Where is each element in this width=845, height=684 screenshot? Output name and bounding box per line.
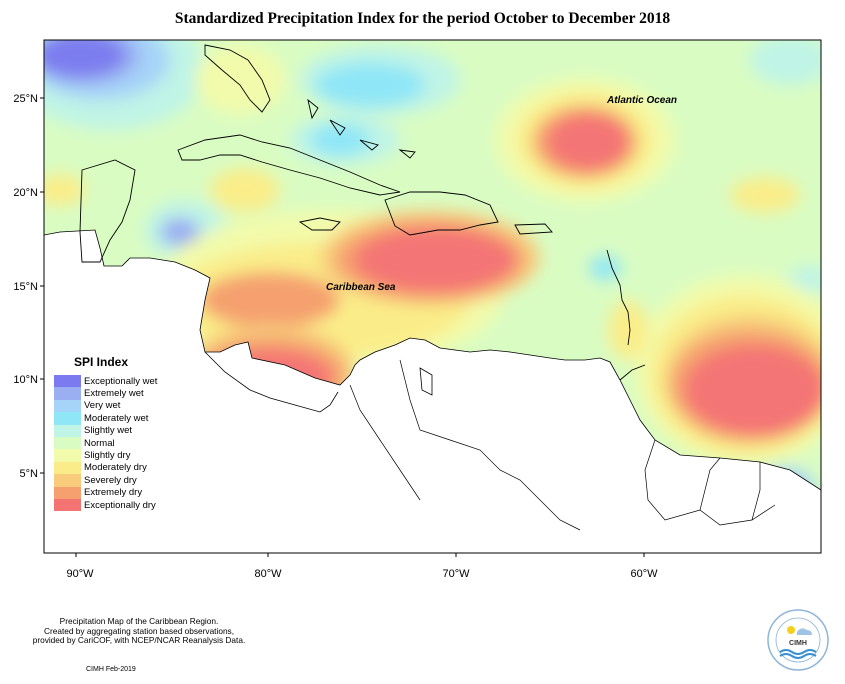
island-outlines	[79, 44, 646, 381]
legend-swatch	[54, 436, 81, 450]
legend-label: Severely dry	[84, 474, 137, 486]
lon-label-70w: 70°W	[442, 568, 470, 580]
credits-line: Created by aggregating station based obs…	[43, 625, 235, 636]
credits-line: provided by CariCOF, with NCEP/NCAR Rean…	[32, 635, 246, 646]
legend-swatch	[54, 412, 81, 425]
country-borders	[349, 359, 776, 531]
legend-item: Severely dry	[54, 474, 224, 487]
credits-date: CIMH Feb-2019	[86, 666, 136, 673]
legend-label: Very wet	[84, 400, 121, 412]
sun-icon	[787, 626, 795, 634]
legend-swatch	[54, 449, 81, 462]
legend-item: Extremely dry	[54, 486, 224, 499]
legend-label: Moderately wet	[84, 412, 149, 424]
legend-swatch	[54, 486, 81, 499]
lat-label-10n: 10°N	[13, 374, 38, 386]
legend-swatch	[54, 474, 81, 487]
credits-line: Precipitation Map of the Caribbean Regio…	[59, 616, 219, 626]
lat-label-5n: 5°N	[20, 468, 39, 480]
legend-swatch	[54, 461, 81, 475]
lon-label-80w: 80°W	[254, 568, 282, 580]
legend-label: Slightly dry	[84, 450, 131, 462]
legend-label: Extremely wet	[84, 388, 144, 400]
map-frame	[43, 39, 822, 554]
spi-legend: SPI Index Exceptionally wet Extremely wet…	[54, 355, 224, 512]
legend-label: Exceptionally wet	[84, 375, 158, 387]
lon-label-60w: 60°W	[630, 568, 658, 580]
legend-swatch	[54, 424, 81, 437]
lat-label-25n: 25°N	[13, 93, 38, 105]
logo-text: CIMH	[789, 640, 807, 647]
legend-item: Very wet	[54, 399, 224, 413]
legend-item: Exceptionally wet	[54, 375, 224, 388]
landmass	[44, 229, 821, 553]
legend-label: Exceptionally dry	[84, 499, 156, 511]
legend-swatch	[54, 387, 81, 400]
lat-label-20n: 20°N	[13, 187, 38, 199]
legend-label: Slightly wet	[84, 425, 133, 437]
legend-label: Normal	[84, 437, 115, 449]
legend-item: Moderately dry	[54, 461, 224, 475]
cloud-icon	[797, 628, 812, 635]
axis-ticks	[40, 97, 645, 557]
legend-item: Extremely wet	[54, 387, 224, 400]
lat-label-15n: 15°N	[13, 281, 38, 293]
legend-label: Moderately dry	[84, 462, 147, 474]
cimh-logo: CIMH	[767, 609, 829, 671]
atlantic-ocean-label: Atlantic Ocean	[606, 95, 677, 106]
legend-list: Exceptionally wet Extremely wet Very wet Mo…	[54, 375, 224, 512]
map-title: Standardized Precipitation Index for the…	[174, 10, 671, 27]
legend-item: Slightly dry	[54, 449, 224, 462]
credits-block: Precipitation Map of the Caribbean Regio…	[14, 616, 264, 646]
caribbean-sea-label: Caribbean Sea	[326, 282, 396, 293]
legend-swatch	[54, 375, 81, 388]
legend-item: Moderately wet	[54, 412, 224, 425]
legend-swatch	[54, 498, 81, 512]
legend-item: Normal	[54, 436, 224, 450]
legend-label: Extremely dry	[84, 487, 143, 499]
spi-field	[44, 40, 821, 553]
legend-title: SPI Index	[74, 355, 129, 369]
lon-label-90w: 90°W	[66, 568, 94, 580]
legend-swatch	[54, 399, 81, 413]
legend-item: Slightly wet	[54, 424, 224, 437]
legend-item: Exceptionally dry	[54, 498, 224, 512]
